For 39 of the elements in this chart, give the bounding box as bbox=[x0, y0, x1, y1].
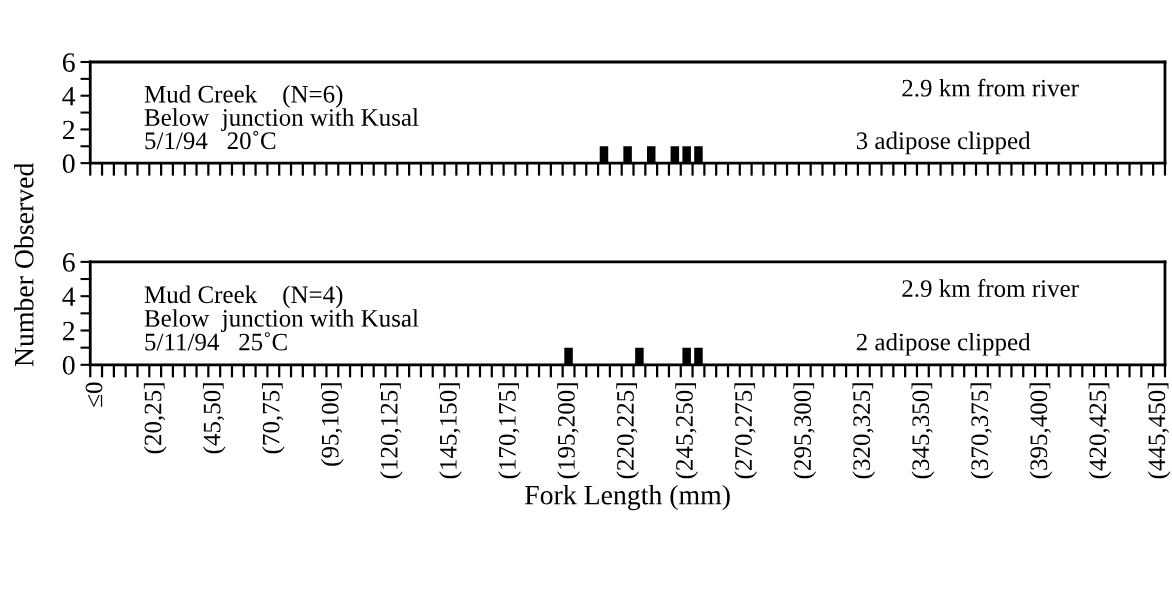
annotation: 3 adipose clipped bbox=[856, 131, 1031, 155]
y-tick-label: 0 bbox=[62, 154, 75, 174]
x-tick-label: (345,350] bbox=[911, 383, 935, 479]
x-tick-label: (120,125] bbox=[380, 383, 403, 479]
x-tick-label: (170,175] bbox=[498, 383, 521, 479]
x-tick-label: (320,325] bbox=[852, 383, 876, 479]
x-tick-label: (420,425] bbox=[1088, 383, 1112, 479]
x-tick-label: (70,75] bbox=[261, 383, 285, 454]
annotation: 5/11/94 25˚C bbox=[145, 332, 287, 351]
y-tick-label: 2 bbox=[62, 321, 75, 341]
x-tick-label: (95,100] bbox=[321, 383, 344, 466]
annotation: Mud Creek (N=4) bbox=[144, 285, 343, 309]
y-tick-label: 4 bbox=[62, 287, 76, 306]
x-tick-label: (245,250] bbox=[675, 383, 698, 479]
x-tick-label: ≤0 bbox=[85, 382, 103, 407]
y-tick-label: 4 bbox=[62, 87, 76, 106]
x-tick-label: (195,200] bbox=[557, 383, 580, 479]
annotation: 5/1/94 20˚C bbox=[145, 130, 276, 150]
x-tick-label: (45,50] bbox=[202, 383, 226, 454]
x-tick-label: (395,400] bbox=[1029, 383, 1053, 479]
y-tick-label: 6 bbox=[62, 253, 75, 272]
annotation: Below junction with Kusal bbox=[144, 108, 419, 131]
x-tick-label: (445,450] bbox=[1147, 383, 1171, 479]
y-tick-label: 2 bbox=[62, 120, 75, 140]
y-tick-label: 0 bbox=[62, 355, 75, 375]
annotation: 2.9 km from river bbox=[902, 78, 1079, 97]
annotation: Mud Creek (N=6) bbox=[144, 85, 343, 108]
y-axis-title: Number Observed bbox=[14, 163, 34, 367]
x-tick-label: (220,225] bbox=[616, 383, 639, 479]
x-axis-title: Fork Length (mm) bbox=[525, 484, 730, 511]
annotation: Below junction with Kusal bbox=[144, 309, 419, 332]
x-tick-label: (295,300] bbox=[793, 383, 817, 479]
annotation: 2 adipose clipped bbox=[856, 332, 1031, 356]
x-tick-label: (145,150] bbox=[439, 383, 462, 479]
y-tick-label: 6 bbox=[62, 53, 75, 72]
annotation: 2.9 km from river bbox=[902, 279, 1079, 298]
x-tick-label: (270,275] bbox=[734, 383, 758, 479]
x-tick-label: (370,375] bbox=[970, 383, 994, 479]
x-tick-label: (20,25] bbox=[143, 383, 167, 454]
